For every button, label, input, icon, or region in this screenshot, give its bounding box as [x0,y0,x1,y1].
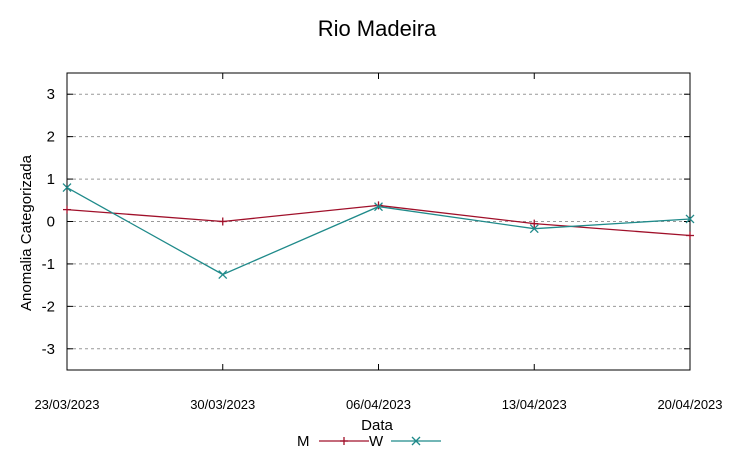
grid-layer [67,93,690,350]
data-point [686,231,694,240]
marker-stroke [411,436,421,446]
axis-layer: 3 2 1 0 -1 -2 -3 23/03/2023 30/03/2023 06/04/2023… [34,72,723,412]
y-tick-label: -2 [42,298,55,315]
series-w [62,183,695,279]
y-tick-label: -3 [42,341,55,358]
y-tick-label: 3 [47,86,55,103]
data-point [374,201,383,210]
data-point [218,217,227,226]
plot-border [66,72,691,371]
legend-label-m: M [297,433,310,450]
x-tick-label: 30/03/2023 [190,397,255,412]
data-point [529,224,539,234]
y-tick-label: -1 [42,256,55,273]
y-axis-label: Anomalia Categorizada [18,154,35,311]
legend-marker-w [411,436,421,446]
x-axis-label: Data [361,417,393,434]
series-line-w [66,187,691,276]
marker-stroke [685,214,695,224]
data-point [62,183,72,193]
marker-stroke [62,183,72,193]
x-tick-label: 23/03/2023 [34,397,99,412]
series-m [63,201,694,240]
series-line-m [66,204,691,237]
y-tick-label: 1 [47,171,55,188]
data-point [530,219,539,228]
series-layer [62,183,695,279]
x-tick-label: 13/04/2023 [502,397,567,412]
chart-title: Rio Madeira [318,16,437,41]
y-tick-label: 0 [47,214,55,231]
legend-label-w: W [369,433,384,450]
y-tick-label: 2 [47,129,55,146]
marker-stroke [529,224,539,234]
x-tick-label: 06/04/2023 [346,397,411,412]
data-point [685,214,695,224]
marker-stroke [374,202,383,212]
data-point [63,205,71,214]
legend-marker-m [340,437,348,445]
data-point [218,270,228,279]
data-point [374,202,383,212]
marker-stroke [218,270,228,279]
x-tick-label: 20/04/2023 [657,397,722,412]
